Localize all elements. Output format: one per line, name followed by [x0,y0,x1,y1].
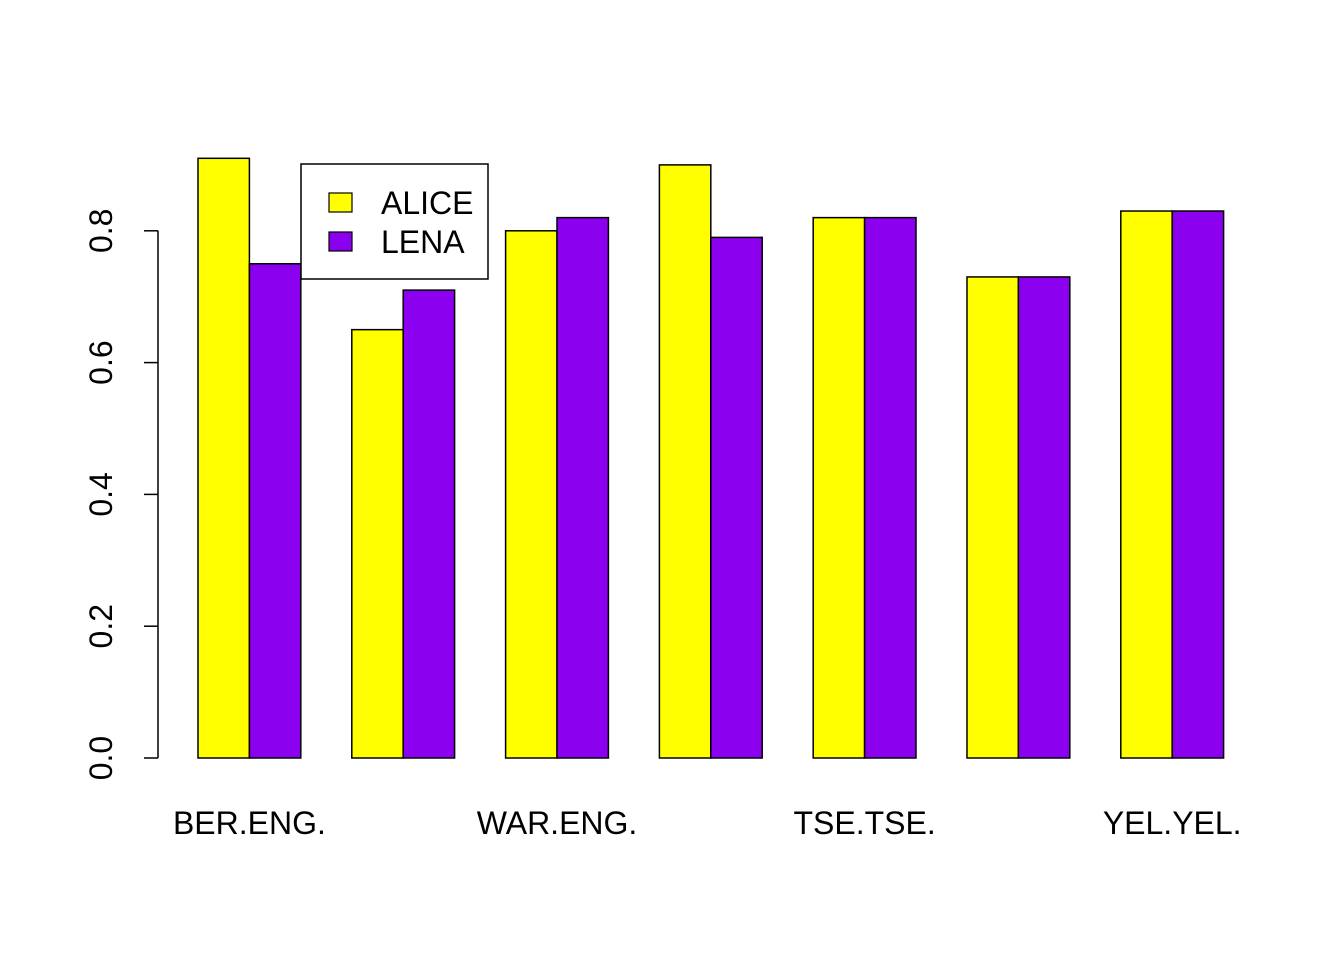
bar-alice-2 [351,328,404,759]
bar-alice-6 [966,276,1020,759]
y-axis: 0.0 0.2 0.4 0.6 0.8 [83,209,159,780]
bar-alice-7 [1120,210,1173,759]
x-axis-labels: BER.ENG. WAR.ENG. TSE.TSE. YEL.YEL. [173,805,1242,841]
bar-lena-5 [863,216,917,759]
bar-lena-7 [1171,210,1225,759]
bar-lena-4 [710,236,763,759]
bar-lena-6 [1017,276,1071,759]
bar-alice-3 [504,230,558,759]
x-tick-label: BER.ENG. [173,805,326,841]
y-tick-label: 0.0 [83,736,119,780]
bar-alice-4 [658,164,712,759]
legend-box [300,163,489,280]
y-tick-label: 0.8 [83,209,119,253]
legend-label-lena: LENA [381,224,465,260]
x-tick-label: TSE.TSE. [793,805,935,841]
bar-lena-1 [248,263,302,759]
bar-lena-3 [556,216,610,759]
y-tick-label: 0.4 [83,472,119,516]
bar-alice-5 [812,216,866,759]
y-tick-label: 0.2 [83,604,119,648]
legend-swatch-alice [328,192,353,213]
legend-swatch-lena [328,231,353,252]
bar-lena-2 [402,289,456,759]
y-tick-label: 0.6 [83,340,119,384]
legend-label-alice: ALICE [381,185,473,221]
x-tick-label: YEL.YEL. [1103,805,1242,841]
x-tick-label: WAR.ENG. [477,805,638,841]
bar-alice-1 [197,157,251,759]
legend: ALICE LENA [300,163,489,280]
bars [197,157,1225,759]
